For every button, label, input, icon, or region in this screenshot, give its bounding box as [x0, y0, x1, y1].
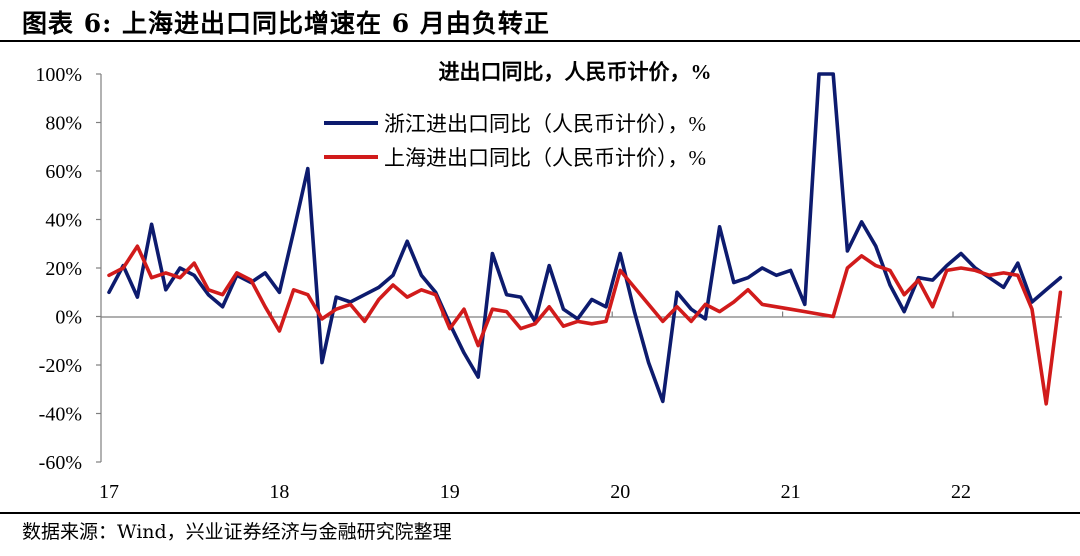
series-lines: [107, 72, 1063, 406]
source-rule: [0, 512, 1080, 514]
y-tick-label: 40%: [45, 210, 82, 232]
y-tick-label: 100%: [35, 64, 82, 86]
y-tick-label: -40%: [39, 404, 82, 426]
x-tick-label: 22: [951, 481, 971, 503]
figure-title: 图表 6: 上海进出口同比增速在 6 月由负转正: [22, 9, 550, 38]
x-tick-label: 19: [440, 481, 460, 503]
y-tick-label: 60%: [45, 161, 82, 183]
series-line-zhejiang: [107, 72, 1063, 404]
x-tick-label: 18: [269, 481, 289, 503]
source-note: 数据来源：Wind，兴业证券经济与金融研究院整理: [22, 521, 452, 543]
legend: 浙江进出口同比（人民币计价），% 上海进出口同比（人民币计价），%: [324, 112, 706, 170]
y-tick-label: 80%: [45, 113, 82, 135]
x-tick-label: 21: [781, 481, 801, 503]
title-rule: [0, 40, 1080, 42]
y-tick-label: 0%: [55, 307, 82, 329]
y-axis-ticks: -60% -40% -20% 0% 20% 40% 60% 80% 100%: [35, 64, 101, 474]
y-tick-label: 20%: [45, 258, 82, 280]
x-tick-label: 17: [99, 481, 119, 503]
legend-label-zhejiang: 浙江进出口同比（人民币计价），%: [384, 112, 706, 136]
chart-title: 进出口同比，人民币计价，%: [439, 60, 712, 84]
line-chart: -60% -40% -20% 0% 20% 40% 60% 80% 100% 17 18 19 20 2…: [35, 60, 1063, 503]
series-line-shanghai: [107, 244, 1063, 406]
x-axis-ticks: 17 18 19 20 21 22: [99, 311, 971, 503]
x-tick-label: 20: [610, 481, 630, 503]
y-tick-label: -60%: [39, 452, 82, 474]
y-tick-label: -20%: [39, 355, 82, 377]
legend-label-shanghai: 上海进出口同比（人民币计价），%: [384, 146, 706, 170]
